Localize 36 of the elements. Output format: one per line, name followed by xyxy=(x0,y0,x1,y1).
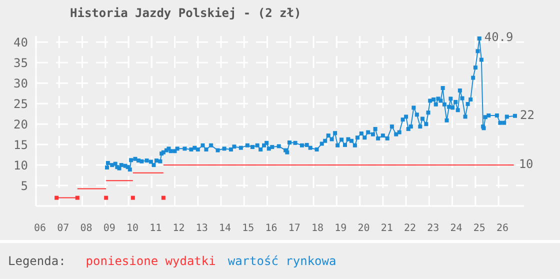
text: wartość rynkowa xyxy=(228,254,336,268)
legend-title: Legenda: xyxy=(8,254,66,268)
annotation: 40.9 xyxy=(484,30,514,44)
x-tick-label: 14 xyxy=(219,223,232,234)
x-tick-label: 12 xyxy=(172,223,185,234)
x-tick-label: 24 xyxy=(450,223,462,234)
x-tick-label: 16 xyxy=(265,223,278,234)
x-tick-label: 08 xyxy=(80,223,92,234)
y-tick-label: 10 xyxy=(14,158,28,172)
x-tick-label: 22 xyxy=(404,223,416,234)
y-tick-label: 20 xyxy=(14,117,28,132)
text: poniesione wydatki xyxy=(86,254,216,268)
x-tick-label: 17 xyxy=(288,223,300,234)
y-tick-label: 5 xyxy=(20,178,28,193)
y-tick-label: 30 xyxy=(14,76,28,90)
x-tick-label: 26 xyxy=(496,223,509,234)
x-tick-label: 20 xyxy=(358,223,370,234)
annotation: 22 xyxy=(520,108,534,122)
x-tick-label: 19 xyxy=(334,223,347,234)
y-tick-label: 15 xyxy=(14,138,28,152)
chart-title: Historia Jazdy Polskiej - (2 zł) xyxy=(70,6,302,20)
x-tick-label: 21 xyxy=(380,223,393,234)
annotation: 10 xyxy=(518,157,534,172)
x-tick-label: 23 xyxy=(427,223,440,234)
x-tick-label: 06 xyxy=(34,223,46,234)
y-tick-label: 35 xyxy=(14,56,28,70)
x-tick-label: 13 xyxy=(196,223,208,234)
x-tick-label: 11 xyxy=(150,223,162,234)
y-tick-label: 40 xyxy=(14,35,28,50)
x-tick-label: 18 xyxy=(312,223,324,234)
x-tick-label: 09 xyxy=(103,223,116,234)
y-tick-label: 25 xyxy=(14,96,28,111)
x-tick-label: 07 xyxy=(57,223,70,234)
x-tick-label: 25 xyxy=(473,223,486,234)
x-tick-label: 10 xyxy=(126,223,139,234)
x-tick-label: 15 xyxy=(242,223,254,234)
